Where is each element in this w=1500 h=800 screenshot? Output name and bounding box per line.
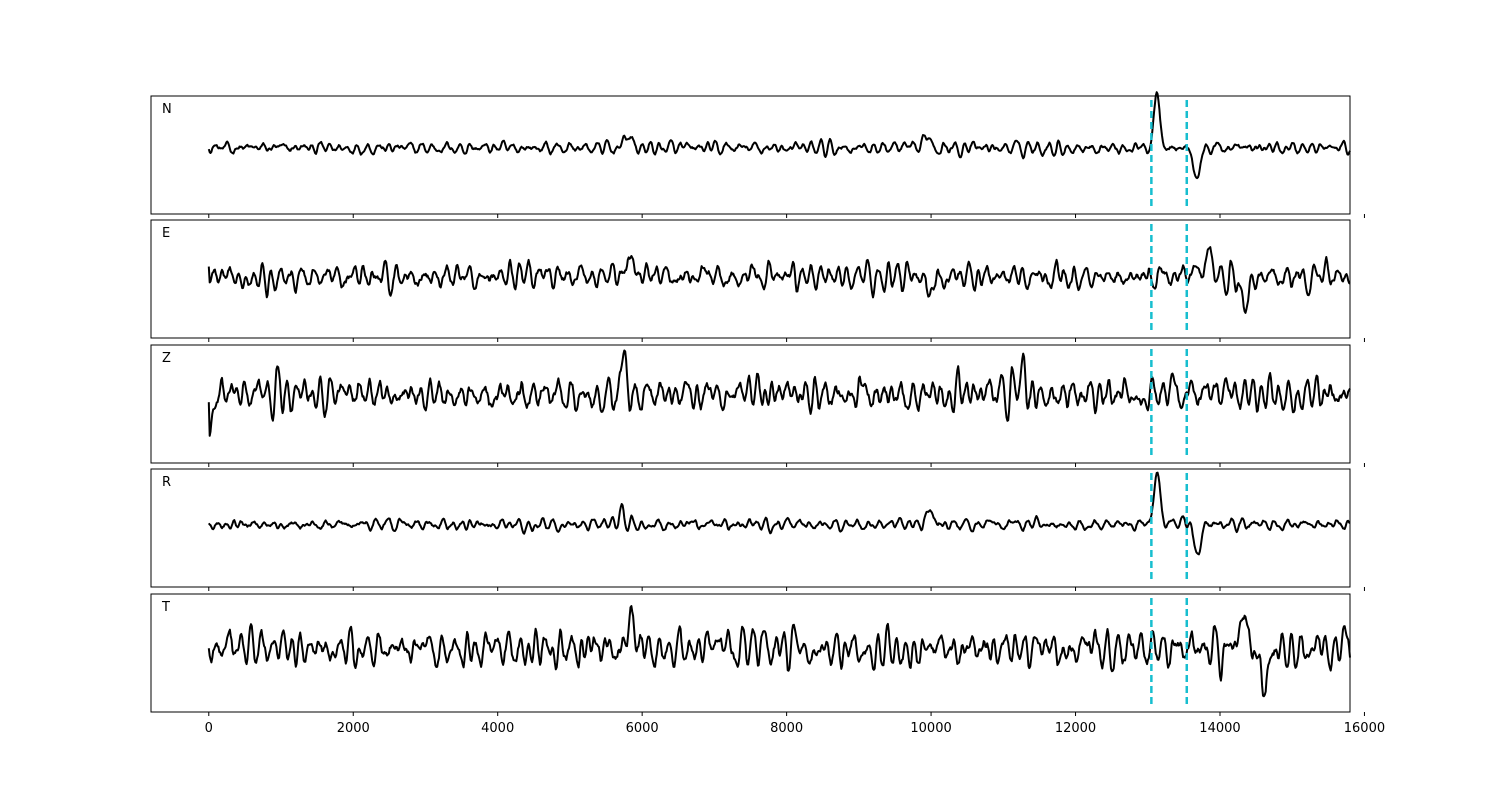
x-tick-label: 14000 bbox=[1199, 721, 1240, 736]
trace-t bbox=[207, 605, 1351, 698]
panel-frame bbox=[150, 219, 1351, 339]
panel-label: R bbox=[162, 475, 171, 490]
panel-e: E bbox=[150, 219, 1365, 342]
x-tick-label: 6000 bbox=[626, 721, 659, 736]
panels-layer: N E Z R T bbox=[150, 91, 1365, 716]
x-tick-label: 2000 bbox=[337, 721, 370, 736]
panel-label: Z bbox=[162, 351, 171, 366]
panel-label: T bbox=[161, 600, 170, 615]
x-axis: 0 2000 4000 6000 8000 10000 12000 14000 16000 bbox=[205, 721, 1385, 736]
panel-label: N bbox=[162, 102, 172, 117]
x-tick-label: 16000 bbox=[1344, 721, 1385, 736]
panel-z: Z bbox=[150, 344, 1365, 467]
x-tick-label: 4000 bbox=[481, 721, 514, 736]
panel-frame bbox=[150, 95, 1351, 215]
trace-n bbox=[207, 91, 1351, 180]
panel-frame bbox=[150, 468, 1351, 588]
x-tick-label: 0 bbox=[205, 721, 213, 736]
x-tick-label: 8000 bbox=[770, 721, 803, 736]
panel-r: R bbox=[150, 468, 1365, 591]
panel-t: T bbox=[150, 593, 1365, 716]
trace-e bbox=[207, 246, 1351, 314]
panel-label: E bbox=[162, 226, 170, 241]
trace-r bbox=[207, 471, 1351, 556]
x-tick-label: 10000 bbox=[910, 721, 951, 736]
trace-z bbox=[207, 349, 1351, 437]
panel-n: N bbox=[150, 91, 1365, 218]
panel-frame bbox=[150, 344, 1351, 464]
x-tick-label: 12000 bbox=[1055, 721, 1096, 736]
